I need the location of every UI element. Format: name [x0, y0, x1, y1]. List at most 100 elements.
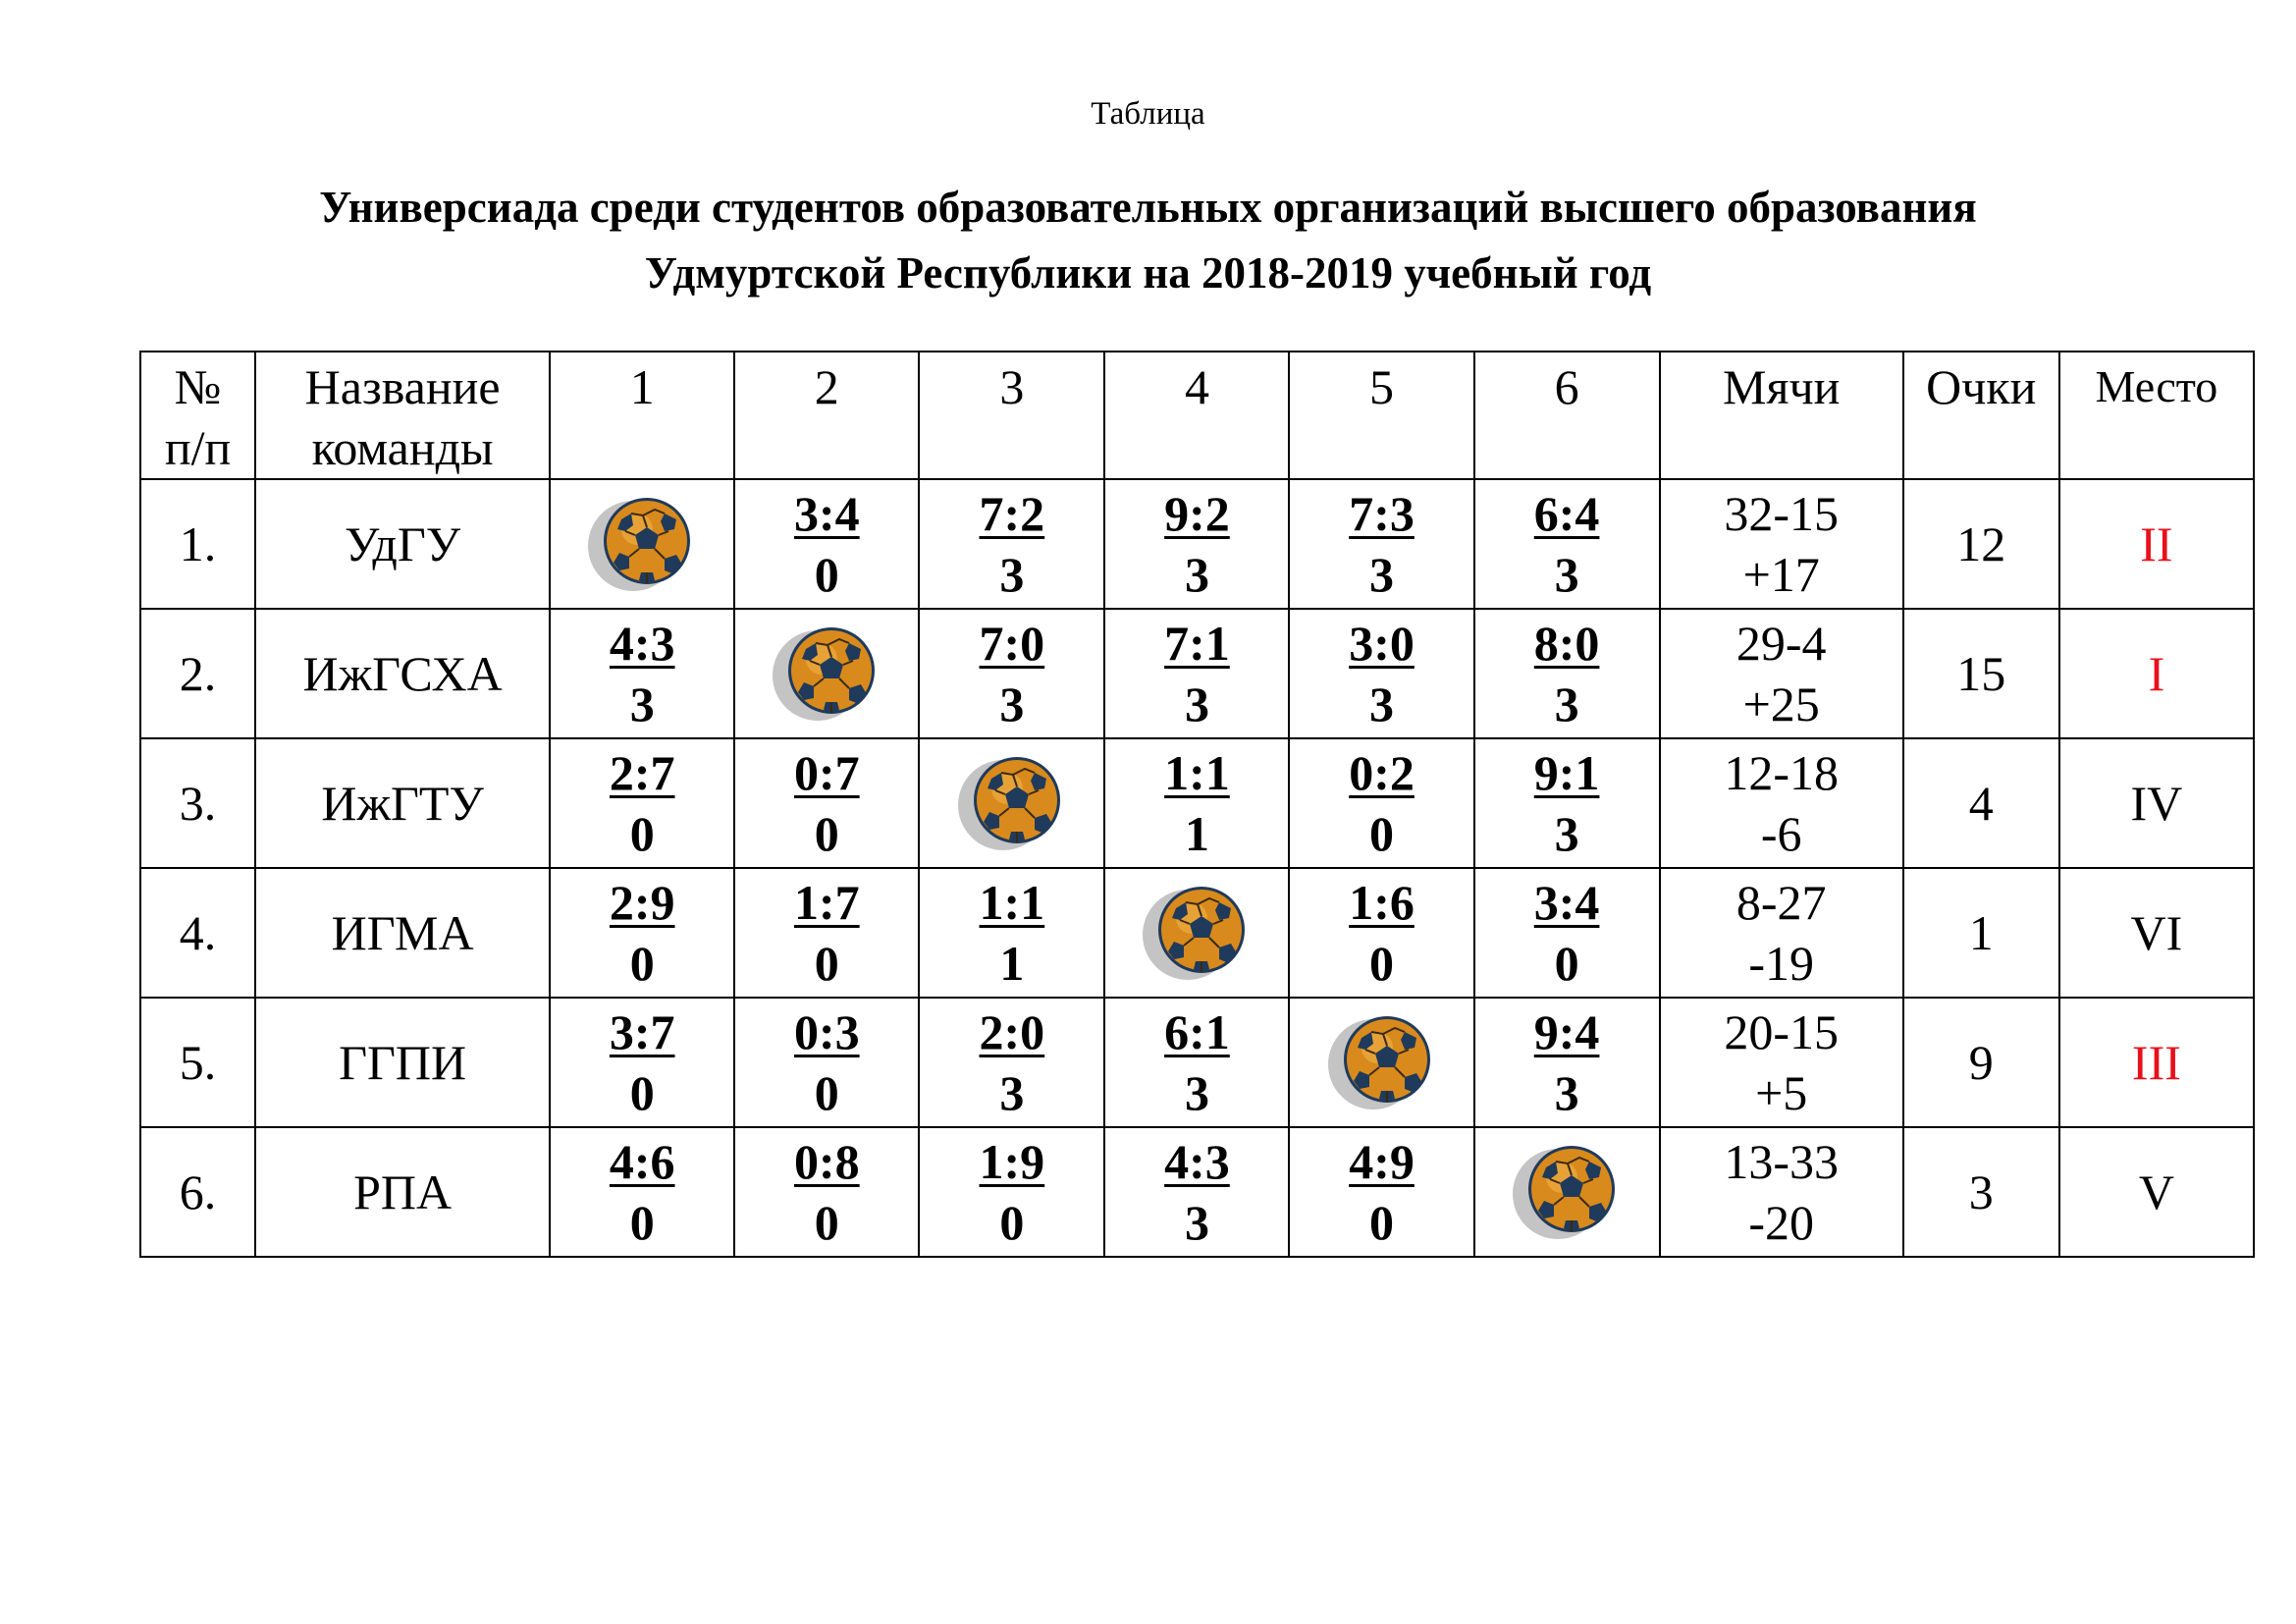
table-row: 4. ИГМА 2:9 0 1:7 0 1:1 1 1:6 0 3:4 0 8-27 -19 1 VI: [138, 867, 2256, 999]
match-score: 7:1: [1164, 616, 1230, 671]
match-result-cell: 0:3 0: [733, 997, 921, 1128]
match-points: 1: [999, 936, 1025, 991]
table-row: 5. ГГПИ 3:7 0 0:3 0 2:0 3 6:1 3 9:4 3 20-15 +5 9 III: [138, 997, 2256, 1128]
goals-cell: 13-33 -20: [1658, 1126, 1904, 1258]
match-result: 3:7 0: [610, 1001, 675, 1123]
ball-icon: [584, 490, 700, 598]
match-score: 6:1: [1164, 1004, 1230, 1059]
self-match-cell: [733, 608, 921, 739]
goals-ratio: 20-15: [1724, 1004, 1840, 1059]
match-result: 4:9 0: [1349, 1131, 1415, 1253]
header-col-5: 5: [1288, 351, 1475, 480]
match-result: 3:4 0: [1534, 872, 1600, 994]
match-score: 6:4: [1533, 486, 1600, 541]
match-result: 4:3 3: [1164, 1131, 1230, 1253]
match-score: 0:3: [793, 1004, 860, 1059]
self-match-cell: [1472, 1126, 1661, 1258]
goals-cell: 8-27 -19: [1658, 867, 1904, 999]
header-goals: Мячи: [1658, 351, 1904, 480]
match-result: 3:4 0: [794, 483, 860, 605]
match-points: 0: [629, 806, 655, 861]
points-cell: 12: [1901, 478, 2060, 610]
match-result-cell: 4:9 0: [1288, 1126, 1475, 1258]
header-num: № п/п: [138, 351, 257, 480]
points-cell: 1: [1901, 867, 2060, 999]
match-points: 3: [1369, 677, 1395, 731]
goals-cell: 29-4 +25: [1658, 608, 1904, 739]
match-score: 7:2: [979, 486, 1045, 541]
match-points: 0: [814, 1195, 839, 1250]
header-col-3: 3: [918, 351, 1106, 480]
match-score: 2:7: [609, 745, 675, 800]
header-points: Очки: [1901, 351, 2060, 480]
team-name: ИГМА: [254, 867, 552, 999]
match-result-cell: 1:1 1: [918, 867, 1106, 999]
match-result: 2:0 3: [980, 1001, 1045, 1123]
match-score: 7:0: [979, 616, 1045, 671]
match-result-cell: 6:1 3: [1103, 997, 1291, 1128]
match-score: 3:4: [1533, 875, 1600, 930]
match-points: 3: [999, 547, 1025, 602]
match-score: 9:4: [1533, 1004, 1600, 1059]
self-match-cell: [1288, 997, 1475, 1128]
place-cell: III: [2057, 997, 2256, 1128]
goals-difference: -19: [1748, 936, 1815, 991]
team-name: ГГПИ: [254, 997, 552, 1128]
header-place: Место: [2057, 351, 2256, 480]
row-number: 2.: [138, 608, 257, 739]
match-result: 0:2 0: [1349, 742, 1415, 864]
match-result: 7:3 3: [1349, 483, 1415, 605]
table-row: 2. ИжГСХА 4:3 3 7:0 3 7:1 3 3:0 3 8:0 3 29-4 +25 15 I: [138, 608, 2256, 739]
header-col-6: 6: [1472, 351, 1661, 480]
match-score: 1:9: [979, 1134, 1045, 1189]
match-points: 3: [1369, 547, 1395, 602]
row-number: 5.: [138, 997, 257, 1128]
team-name: УдГУ: [254, 478, 552, 610]
match-points: 0: [1369, 1195, 1395, 1250]
match-result-cell: 7:3 3: [1288, 478, 1475, 610]
table-row: 1. УдГУ 3:4 0 7:2 3 9:2 3 7:3 3 6:4 3 32-15 +17 12 II: [138, 478, 2256, 610]
match-score: 3:0: [1349, 616, 1415, 671]
ball-icon: [954, 749, 1070, 857]
match-points: 0: [999, 1195, 1025, 1250]
goals-cell: 12-18 -6: [1658, 737, 1904, 869]
match-result-cell: 7:2 3: [918, 478, 1106, 610]
match-result-cell: 4:3 3: [1103, 1126, 1291, 1258]
match-score: 0:2: [1349, 745, 1415, 800]
match-result-cell: 3:4 0: [733, 478, 921, 610]
match-score: 1:1: [979, 875, 1045, 930]
goals-cell: 32-15 +17: [1658, 478, 1904, 610]
match-score: 0:8: [793, 1134, 860, 1189]
ball-icon: [1324, 1008, 1440, 1116]
match-result-cell: 0:8 0: [733, 1126, 921, 1258]
header-col-4: 4: [1103, 351, 1291, 480]
match-result-cell: 6:4 3: [1472, 478, 1661, 610]
match-score: 9:1: [1533, 745, 1600, 800]
match-score: 4:6: [609, 1134, 675, 1189]
goals-ratio: 12-18: [1724, 745, 1840, 800]
match-score: 4:3: [609, 616, 675, 671]
document-caption: Таблица: [1091, 96, 1205, 132]
header-num-line-1: №: [174, 359, 222, 414]
match-result: 7:0 3: [980, 613, 1045, 734]
match-points: 0: [1369, 936, 1395, 991]
match-points: 0: [814, 547, 839, 602]
match-result-cell: 0:7 0: [733, 737, 921, 869]
table-row: 6. РПА 4:6 0 0:8 0 1:9 0 4:3 3 4:9 0 13-33 -20 3 V: [138, 1126, 2256, 1258]
row-number: 3.: [138, 737, 257, 869]
match-score: 3:4: [793, 486, 860, 541]
match-result: 2:7 0: [610, 742, 675, 864]
header-team: Название команды: [254, 351, 552, 480]
match-score: 1:1: [1164, 745, 1230, 800]
match-result: 6:4 3: [1534, 483, 1600, 605]
match-points: 0: [1554, 936, 1579, 991]
match-result-cell: 2:0 3: [918, 997, 1106, 1128]
row-number: 6.: [138, 1126, 257, 1258]
header-col-2: 2: [733, 351, 921, 480]
match-result: 4:6 0: [610, 1131, 675, 1253]
match-score: 4:9: [1349, 1134, 1415, 1189]
team-name: ИжГТУ: [254, 737, 552, 869]
standings-table: № п/п Название команды 1 2 3 4 5 6 Мячи …: [138, 351, 2256, 1258]
team-name: РПА: [254, 1126, 552, 1258]
team-name: ИжГСХА: [254, 608, 552, 739]
